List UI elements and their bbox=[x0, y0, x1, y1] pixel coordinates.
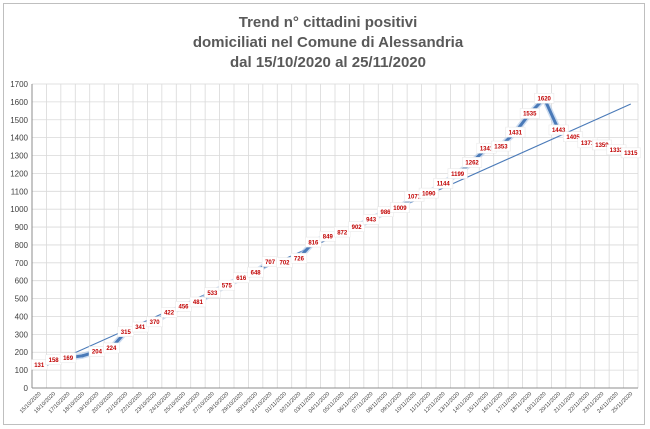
data-label-bg bbox=[418, 187, 439, 199]
chart-title-line-2: domiciliati nel Comune di Alessandria bbox=[193, 34, 464, 51]
y-tick-label: 1000 bbox=[10, 205, 28, 214]
data-label: 816 bbox=[308, 240, 319, 246]
data-label: 370 bbox=[150, 320, 161, 326]
data-label: 1090 bbox=[422, 191, 436, 197]
data-label: 1341 bbox=[480, 146, 494, 152]
chart-title-line-3: dal 15/10/2020 al 25/11/2020 bbox=[230, 54, 426, 71]
data-label-bg bbox=[534, 93, 555, 104]
data-label: 131 bbox=[34, 363, 45, 369]
data-label-bg bbox=[548, 124, 569, 136]
data-label: 1443 bbox=[552, 128, 566, 134]
data-label: 648 bbox=[251, 270, 262, 276]
data-label-bg bbox=[290, 252, 308, 264]
data-label-bg bbox=[620, 147, 641, 159]
data-label: 1071 bbox=[408, 195, 422, 201]
y-tick-label: 0 bbox=[24, 384, 29, 393]
y-tick-label: 1300 bbox=[10, 152, 28, 161]
data-label: 1371 bbox=[581, 141, 595, 147]
data-label-bg bbox=[59, 352, 77, 364]
y-tick-label: 400 bbox=[15, 312, 29, 321]
y-axis-ticks: 0 100 200 300 400 500 600 700 800 900 1000 1100 1200… bbox=[10, 80, 28, 393]
data-label-bg bbox=[519, 108, 540, 119]
data-label-bg bbox=[189, 296, 207, 308]
y-tick-label: 500 bbox=[15, 295, 29, 304]
data-label: 1620 bbox=[538, 97, 552, 103]
data-label: 224 bbox=[106, 346, 117, 352]
axes bbox=[31, 84, 638, 389]
data-label-bg bbox=[247, 266, 264, 278]
data-label-bg bbox=[462, 157, 483, 168]
y-tick-label: 1600 bbox=[10, 98, 28, 107]
data-label: 575 bbox=[222, 283, 233, 289]
y-tick-label: 1400 bbox=[10, 134, 28, 143]
chart-title-line-1: Trend n° cittadini positivi bbox=[239, 14, 418, 31]
x-axis-ticks: 15/10/202016/10/202017/10/202018/10/2020… bbox=[19, 391, 634, 415]
data-point bbox=[80, 354, 85, 358]
data-label-bg bbox=[563, 131, 584, 143]
data-label: 533 bbox=[207, 291, 218, 297]
data-label: 315 bbox=[121, 330, 132, 336]
y-tick-label: 1100 bbox=[11, 187, 29, 196]
data-label: 169 bbox=[63, 356, 74, 362]
data-label: 1009 bbox=[393, 206, 407, 212]
data-label: 1431 bbox=[509, 130, 523, 136]
y-tick-label: 600 bbox=[15, 277, 29, 286]
data-label: 481 bbox=[193, 300, 204, 306]
data-label-bg bbox=[490, 140, 511, 152]
data-label-bg bbox=[233, 272, 250, 284]
data-label: 616 bbox=[236, 276, 247, 282]
data-label: 158 bbox=[49, 358, 60, 364]
data-label: 872 bbox=[337, 230, 348, 236]
data-label: 341 bbox=[135, 325, 146, 331]
data-label-bg bbox=[103, 342, 120, 354]
data-label-bg bbox=[433, 178, 454, 189]
data-label-bg bbox=[204, 287, 221, 298]
y-tick-label: 100 bbox=[15, 366, 29, 375]
y-tick-label: 300 bbox=[15, 330, 29, 339]
data-label-bg bbox=[334, 226, 351, 238]
data-label: 1353 bbox=[494, 144, 508, 150]
data-label-bg bbox=[389, 202, 410, 213]
data-label: 1405 bbox=[566, 135, 580, 141]
data-label: 1144 bbox=[437, 182, 451, 188]
y-tick-label: 700 bbox=[15, 259, 29, 268]
data-label: 1332 bbox=[610, 148, 624, 154]
data-label: 849 bbox=[323, 234, 334, 240]
y-tick-label: 900 bbox=[15, 223, 29, 232]
data-label: 726 bbox=[294, 256, 305, 262]
y-tick-label: 1700 bbox=[10, 80, 28, 89]
data-label: 1199 bbox=[451, 172, 465, 178]
chart-frame bbox=[3, 3, 645, 425]
data-label: 456 bbox=[178, 305, 189, 311]
y-tick-label: 200 bbox=[15, 348, 29, 357]
data-label-bg bbox=[146, 316, 163, 328]
data-label: 1535 bbox=[523, 112, 537, 118]
gridlines bbox=[31, 83, 639, 388]
y-tick-label: 1500 bbox=[10, 116, 28, 125]
y-tick-label: 1200 bbox=[10, 169, 28, 178]
data-label: 422 bbox=[164, 311, 175, 317]
data-label: 707 bbox=[265, 260, 276, 266]
data-label: 1262 bbox=[465, 161, 479, 167]
data-label-bg bbox=[348, 221, 365, 232]
data-label-bg bbox=[447, 168, 468, 179]
data-label-bg bbox=[305, 236, 322, 248]
data-label: 1315 bbox=[624, 151, 638, 157]
y-tick-label: 800 bbox=[15, 241, 29, 250]
data-label: 702 bbox=[279, 261, 290, 267]
data-label: 1359 bbox=[595, 143, 609, 149]
data-label: 986 bbox=[380, 210, 391, 216]
data-label-bg bbox=[160, 307, 178, 318]
data-label-bg bbox=[362, 214, 380, 225]
data-label-bg bbox=[505, 126, 526, 138]
data-label: 943 bbox=[366, 218, 377, 224]
data-label-bg bbox=[218, 279, 235, 291]
data-label: 902 bbox=[352, 225, 363, 231]
data-label: 204 bbox=[92, 350, 103, 356]
